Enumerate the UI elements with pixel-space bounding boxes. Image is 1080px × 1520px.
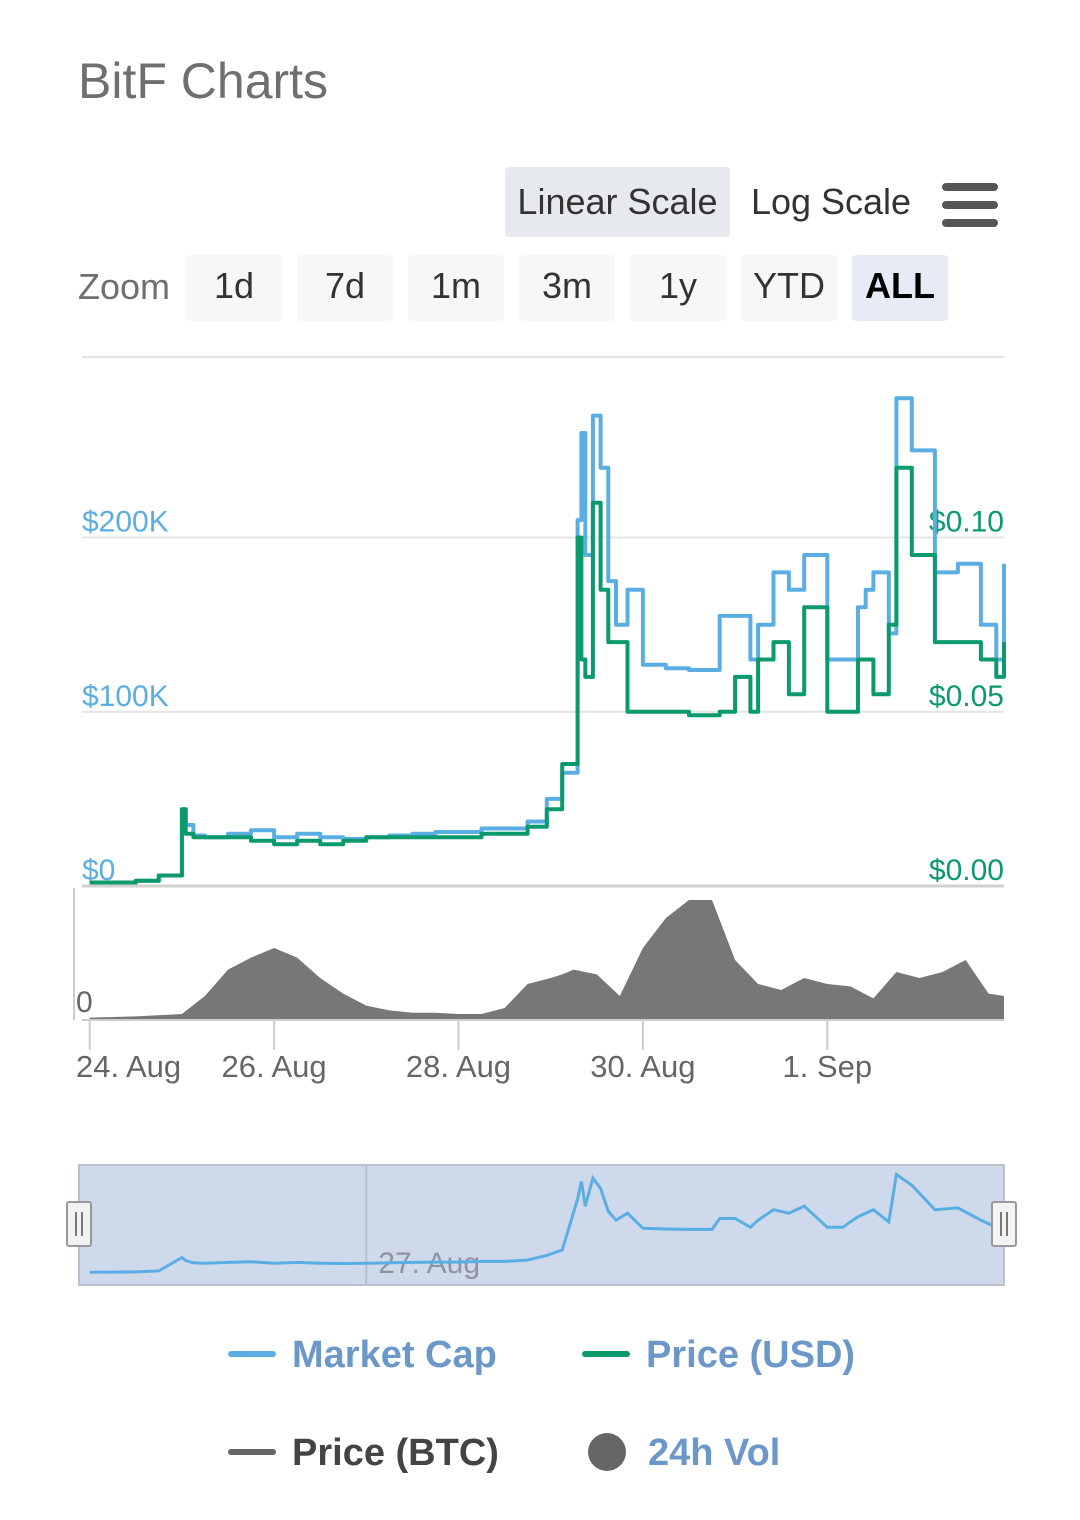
- zoom-label: Zoom: [78, 266, 171, 307]
- zoom-all-button[interactable]: ALL: [852, 255, 948, 321]
- navigator-series-line: [89, 1171, 1006, 1274]
- y-right-tick-label: $0.05: [929, 680, 1004, 713]
- menu-bar: [942, 183, 998, 191]
- legend-24h-vol-label: 24h Vol: [648, 1432, 781, 1474]
- y-left-tick-label: $200K: [82, 506, 169, 539]
- volume-area: [89, 900, 1004, 1020]
- volume-layer: 0: [73, 888, 1004, 1021]
- volume-axis-label: 0: [76, 986, 93, 1019]
- legend-24h-vol[interactable]: 24h Vol: [584, 1423, 824, 1483]
- navigator-left-handle[interactable]: [66, 1201, 92, 1247]
- zoom-7d-button[interactable]: 7d: [297, 255, 393, 321]
- legend-price-btc-label: Price (BTC): [292, 1432, 499, 1474]
- x-axis: 24. Aug 26. Aug 28. Aug 30. Aug 1. Sep: [76, 1020, 872, 1084]
- legend-market-cap-label: Market Cap: [292, 1334, 497, 1376]
- zoom-3m-button[interactable]: 3m: [519, 255, 615, 321]
- y-right-tick-label: $0.10: [929, 506, 1004, 539]
- legend-market-cap-swatch: [228, 1351, 276, 1357]
- legend-market-cap[interactable]: Market Cap: [228, 1325, 518, 1385]
- y-left-tick-label: $100K: [82, 680, 169, 713]
- legend-price-usd[interactable]: Price (USD): [582, 1325, 882, 1385]
- navigator-right-handle[interactable]: [991, 1201, 1017, 1247]
- series-layer: [89, 396, 1006, 885]
- x-tick-label: 28. Aug: [406, 1049, 511, 1084]
- x-tick-label: 24. Aug: [76, 1049, 181, 1084]
- zoom-1y-button[interactable]: 1y: [630, 255, 726, 321]
- legend-24h-vol-swatch: [588, 1433, 626, 1471]
- legend-price-usd-label: Price (USD): [646, 1334, 856, 1376]
- x-tick-label: 30. Aug: [590, 1049, 695, 1084]
- y-right-tick-label: $0.00: [929, 854, 1004, 887]
- linear-scale-button[interactable]: Linear Scale: [505, 167, 730, 237]
- zoom-1d-button[interactable]: 1d: [186, 255, 282, 321]
- legend-price-usd-swatch: [582, 1351, 630, 1357]
- navigator-selection: [78, 1164, 1005, 1286]
- price-chart[interactable]: $0 $0.00$100K $0.05$200K $0.10 0 24. Aug 26.…: [0, 0, 1080, 1320]
- zoom-1m-button[interactable]: 1m: [408, 255, 504, 321]
- series-price-usd-line: [89, 465, 1006, 885]
- series-market-cap-line: [89, 396, 1006, 885]
- zoom-ytd-button[interactable]: YTD: [741, 255, 837, 321]
- page-title: BitF Charts: [78, 53, 329, 109]
- hamburger-menu-icon[interactable]: [942, 183, 998, 227]
- axis-labels: $0 $0.00$100K $0.05$200K $0.10: [82, 506, 1004, 887]
- grid-lines: [82, 356, 1004, 888]
- legend-price-btc[interactable]: Price (BTC): [228, 1423, 528, 1483]
- navigator[interactable]: 27. Aug: [66, 1164, 1017, 1286]
- legend-price-btc-swatch: [228, 1449, 276, 1455]
- x-tick-label: 26. Aug: [222, 1049, 327, 1084]
- menu-bar: [942, 201, 998, 209]
- menu-bar: [942, 219, 998, 227]
- x-tick-label: 1. Sep: [782, 1049, 872, 1084]
- log-scale-button[interactable]: Log Scale: [750, 181, 912, 222]
